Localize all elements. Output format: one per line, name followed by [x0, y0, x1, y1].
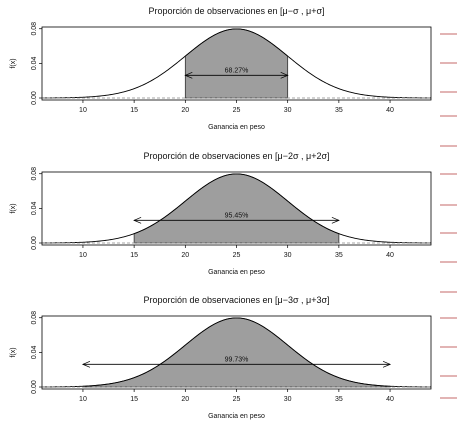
- x-tick-label: 15: [130, 396, 138, 403]
- y-tick-label: 0.04: [31, 201, 38, 215]
- x-tick-label: 15: [130, 252, 138, 259]
- interval-arrow-right-head: [382, 360, 392, 368]
- x-tick-label: 10: [79, 252, 87, 259]
- x-tick-label: 35: [335, 252, 343, 259]
- interval-arrow-left-head: [184, 71, 193, 79]
- y-tick-label: 0.08: [31, 311, 38, 325]
- x-tick-label: 25: [233, 252, 241, 259]
- y-tick-label: 0.00: [31, 236, 38, 250]
- shaded-area: [184, 28, 289, 99]
- chart-title: Proporción de observaciones en [μ−σ , μ+…: [148, 6, 324, 16]
- interval-arrow-right-head: [280, 71, 289, 79]
- x-tick-label: 15: [130, 107, 138, 114]
- shaded-area: [82, 317, 391, 388]
- x-tick-label: 25: [233, 107, 241, 114]
- percentage-annotation: 99.73%: [225, 356, 249, 363]
- y-axis-label: f(x): [10, 347, 17, 357]
- y-axis-label: f(x): [10, 203, 17, 213]
- y-tick-label: 0.00: [31, 91, 38, 105]
- interval-arrow-left-head: [133, 216, 142, 224]
- x-axis-label: Ganancia en peso: [208, 269, 265, 276]
- interval-arrow-left-head: [81, 360, 91, 368]
- y-tick-label: 0.08: [31, 167, 38, 181]
- chart-title: Proporción de observaciones en [μ−2σ , μ…: [143, 151, 329, 161]
- density-curve: [41, 317, 432, 388]
- shaded-area: [133, 173, 340, 244]
- x-tick-label: 20: [181, 252, 189, 259]
- x-tick-label: 25: [233, 396, 241, 403]
- y-tick-label: 0.04: [31, 56, 38, 70]
- x-tick-label: 40: [386, 252, 394, 259]
- y-tick-label: 0.04: [31, 345, 38, 359]
- interval-arrow-right-head: [331, 216, 340, 224]
- density-curve: [41, 173, 432, 244]
- chart-panel-3: Proporción de observaciones en [μ−3σ , μ…: [10, 295, 432, 420]
- x-tick-label: 40: [386, 396, 394, 403]
- x-tick-label: 10: [79, 107, 87, 114]
- x-axis-label: Ganancia en peso: [208, 124, 265, 131]
- x-tick-label: 10: [79, 396, 87, 403]
- x-tick-label: 35: [335, 396, 343, 403]
- x-axis-label: Ganancia en peso: [208, 413, 265, 420]
- y-tick-label: 0.08: [31, 22, 38, 36]
- percentage-annotation: 95.45%: [225, 212, 249, 219]
- x-tick-label: 35: [335, 107, 343, 114]
- x-tick-label: 20: [181, 107, 189, 114]
- x-tick-label: 30: [284, 396, 292, 403]
- y-tick-label: 0.00: [31, 380, 38, 394]
- density-curve: [41, 28, 432, 99]
- x-tick-label: 20: [181, 396, 189, 403]
- x-tick-label: 30: [284, 107, 292, 114]
- y-axis-label: f(x): [10, 58, 17, 68]
- x-tick-label: 30: [284, 252, 292, 259]
- chart-panel-1: Proporción de observaciones en [μ−σ , μ+…: [10, 6, 432, 131]
- percentage-annotation: 68.27%: [225, 67, 249, 74]
- chart-panel-2: Proporción de observaciones en [μ−2σ , μ…: [10, 151, 432, 276]
- x-tick-label: 40: [386, 107, 394, 114]
- chart-title: Proporción de observaciones en [μ−3σ , μ…: [143, 295, 329, 305]
